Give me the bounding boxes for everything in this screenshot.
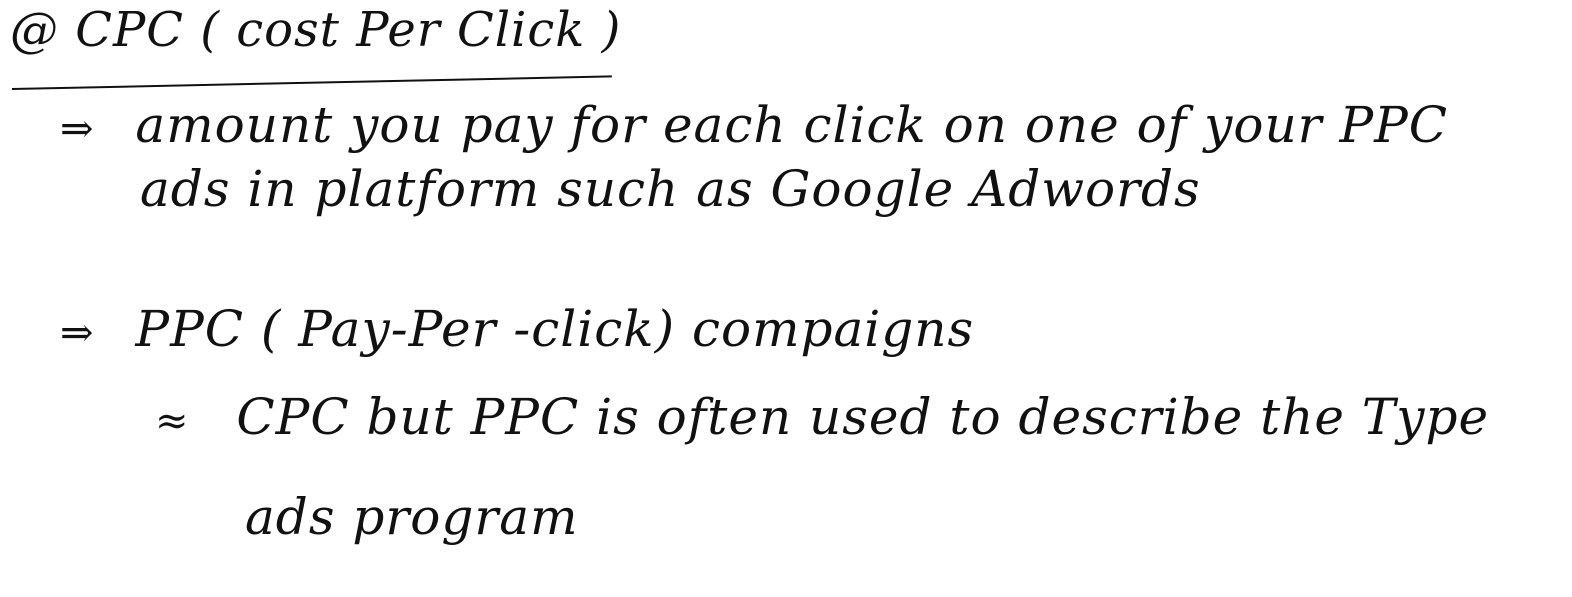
sub-point-line-2: ads program [245,488,579,546]
bullet-1-line-2: ads in platform such as Google Adwords [140,160,1201,218]
bullet-1-text: amount you pay for each click on one of … [135,96,1448,154]
double-arrow-icon: ⇒ [60,310,95,356]
title-underline [11,75,612,90]
sub-point-line-1: ≈ CPC but PPC is often used to describe … [155,388,1489,446]
bullet-2-text: PPC ( Pay-Per -click) compaigns [135,300,975,358]
double-arrow-icon: ⇒ [60,106,95,152]
sub-point-text: CPC but PPC is often used to describe th… [236,388,1490,446]
bullet-2-line-1: ⇒ PPC ( Pay-Per -click) compaigns [60,300,974,358]
note-title: @ CPC ( cost Per Click ) [10,2,622,58]
bullet-1-line-1: ⇒ amount you pay for each click on one o… [60,96,1448,154]
approx-icon: ≈ [155,398,190,444]
